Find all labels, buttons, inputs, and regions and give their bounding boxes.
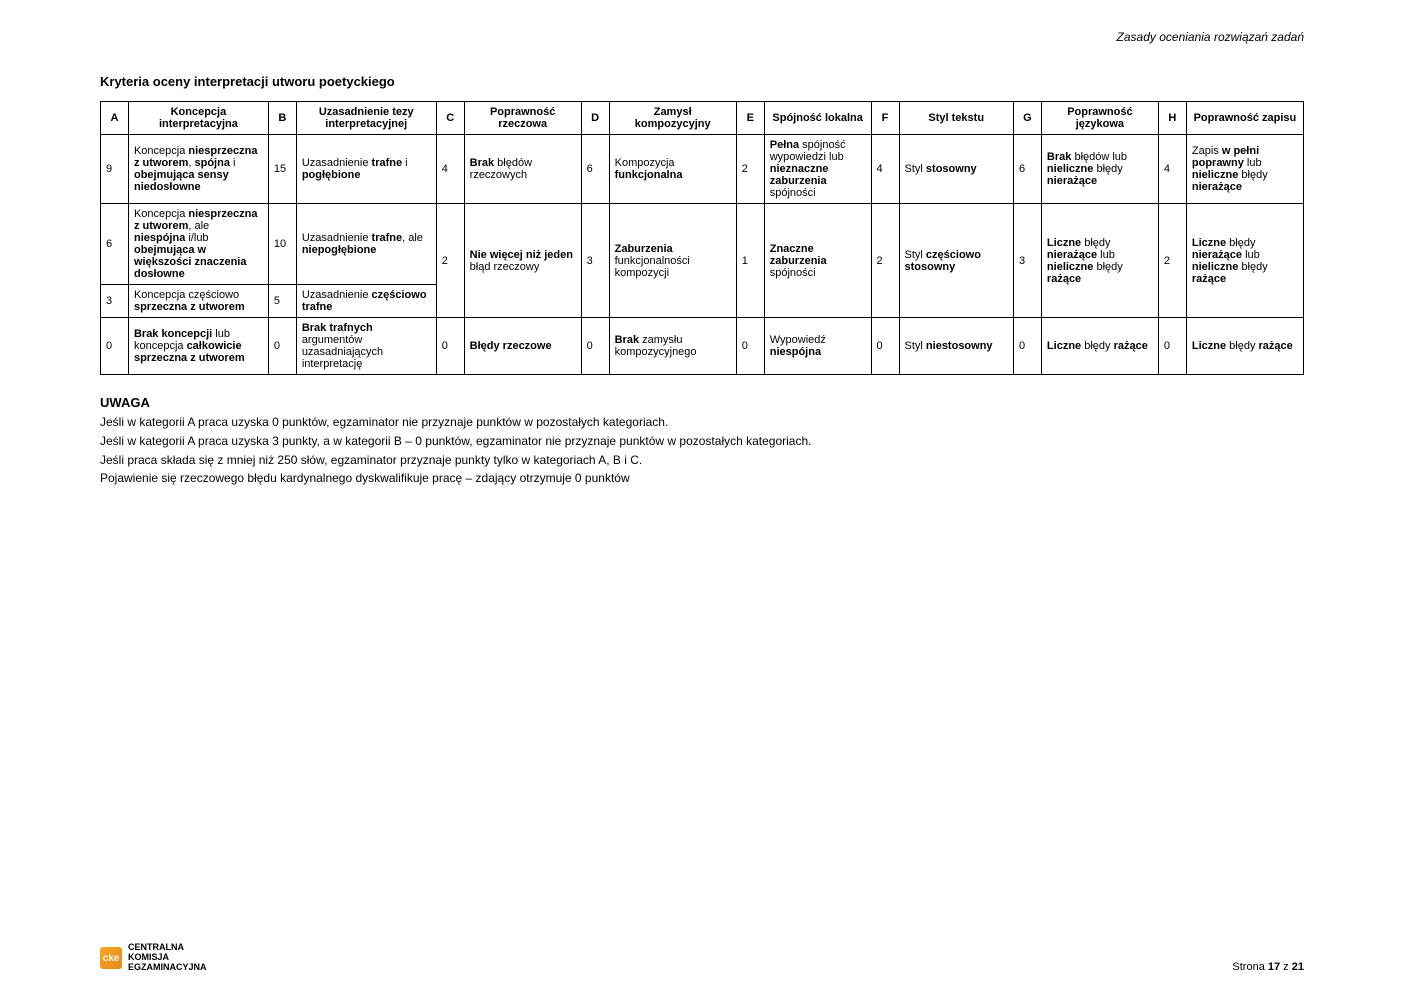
cell-pts: 6: [1013, 135, 1041, 204]
cell-pts: 0: [436, 318, 464, 375]
cell-pts: 0: [268, 318, 296, 375]
cell-desc: Koncepcja częściowo sprzeczna z utworem: [128, 285, 268, 318]
cell-desc: Brak zamysłu kompozycyjnego: [609, 318, 736, 375]
cell-desc: Liczne błędy nierażące lub nieliczne błę…: [1041, 204, 1158, 318]
cell-desc: Błędy rzeczowe: [464, 318, 581, 375]
cell-desc: Liczne błędy nierażące lub nieliczne błę…: [1186, 204, 1303, 318]
cell-desc: Liczne błędy rażące: [1041, 318, 1158, 375]
cell-desc: Pełna spójność wypowiedzi lub nieznaczne…: [764, 135, 871, 204]
cell-pts: 0: [1013, 318, 1041, 375]
cell-desc: Wypowiedź niespójna: [764, 318, 871, 375]
cell-pts: 0: [581, 318, 609, 375]
col-C-label: Poprawność rzeczowa: [464, 102, 581, 135]
header-right: Zasady oceniania rozwiązań zadań: [100, 30, 1304, 44]
rubric-table: A Koncepcja interpretacyjna B Uzasadnien…: [100, 101, 1304, 375]
uwaga-line: Jeśli w kategorii A praca uzyska 0 punkt…: [100, 414, 1304, 431]
cell-desc: Brak błędów lub nieliczne błędy nierażąc…: [1041, 135, 1158, 204]
col-H: H: [1158, 102, 1186, 135]
footer: cke CENTRALNA KOMISJA EGZAMINACYJNA Stro…: [100, 943, 1304, 973]
cell-desc: Koncepcja niesprzeczna z utworem, spójna…: [128, 135, 268, 204]
header-row: A Koncepcja interpretacyjna B Uzasadnien…: [101, 102, 1304, 135]
cell-pts: 4: [871, 135, 899, 204]
logo: cke CENTRALNA KOMISJA EGZAMINACYJNA: [100, 943, 207, 973]
document-title: Kryteria oceny interpretacji utworu poet…: [100, 74, 1304, 89]
cell-pts: 3: [581, 204, 609, 318]
table-row: 0 Brak koncepcji lub koncepcja całkowici…: [101, 318, 1304, 375]
uwaga-line: Jeśli w kategorii A praca uzyska 3 punkt…: [100, 433, 1304, 450]
cell-desc: Znaczne zaburzenia spójności: [764, 204, 871, 318]
col-G: G: [1013, 102, 1041, 135]
uwaga-heading: UWAGA: [100, 395, 1304, 410]
cell-desc: Brak koncepcji lub koncepcja całkowicie …: [128, 318, 268, 375]
col-A: A: [101, 102, 129, 135]
col-D-label: Zamysł kompozycyjny: [609, 102, 736, 135]
cell-pts: 3: [1013, 204, 1041, 318]
cell-desc: Uzasadnienie trafne i pogłębione: [296, 135, 436, 204]
cell-pts: 3: [101, 285, 129, 318]
col-D: D: [581, 102, 609, 135]
cell-pts: 9: [101, 135, 129, 204]
cell-desc: Styl częściowo stosowny: [899, 204, 1013, 318]
cell-desc: Nie więcej niż jeden błąd rzeczowy: [464, 204, 581, 318]
logo-text: CENTRALNA KOMISJA EGZAMINACYJNA: [128, 943, 207, 973]
cell-desc: Brak trafnych argumentów uzasadniających…: [296, 318, 436, 375]
uwaga-line: Pojawienie się rzeczowego błędu kardynal…: [100, 470, 1304, 487]
cell-pts: 0: [736, 318, 764, 375]
cell-desc: Uzasadnienie częściowo trafne: [296, 285, 436, 318]
cell-desc: Styl stosowny: [899, 135, 1013, 204]
cell-pts: 6: [581, 135, 609, 204]
cell-pts: 10: [268, 204, 296, 285]
cell-desc: Zapis w pełni poprawny lub nieliczne błę…: [1186, 135, 1303, 204]
col-E-label: Spójność lokalna: [764, 102, 871, 135]
cell-pts: 4: [436, 135, 464, 204]
cell-desc: Brak błędów rzeczowych: [464, 135, 581, 204]
cell-desc: Styl niestosowny: [899, 318, 1013, 375]
cell-pts: 1: [736, 204, 764, 318]
page-number: Strona 17 z 21: [1232, 961, 1304, 973]
col-F-label: Styl tekstu: [899, 102, 1013, 135]
page: Zasady oceniania rozwiązań zadań Kryteri…: [0, 0, 1404, 993]
cell-pts: 0: [871, 318, 899, 375]
col-C: C: [436, 102, 464, 135]
col-E: E: [736, 102, 764, 135]
col-B-label: Uzasadnienie tezy interpretacyjnej: [296, 102, 436, 135]
cell-pts: 15: [268, 135, 296, 204]
cell-desc: Zaburzenia funkcjonalności kompozycji: [609, 204, 736, 318]
col-F: F: [871, 102, 899, 135]
cell-pts: 6: [101, 204, 129, 285]
col-G-label: Poprawność językowa: [1041, 102, 1158, 135]
cell-desc: Koncepcja niesprzeczna z utworem, ale ni…: [128, 204, 268, 285]
col-A-label: Koncepcja interpretacyjna: [128, 102, 268, 135]
cell-pts: 5: [268, 285, 296, 318]
table-row: 6 Koncepcja niesprzeczna z utworem, ale …: [101, 204, 1304, 285]
cell-pts: 0: [1158, 318, 1186, 375]
cell-pts: 2: [436, 204, 464, 318]
col-H-label: Poprawność zapisu: [1186, 102, 1303, 135]
cell-pts: 0: [101, 318, 129, 375]
cell-desc: Liczne błędy rażące: [1186, 318, 1303, 375]
cell-pts: 4: [1158, 135, 1186, 204]
table-row: 9 Koncepcja niesprzeczna z utworem, spój…: [101, 135, 1304, 204]
cell-pts: 2: [871, 204, 899, 318]
cell-pts: 2: [1158, 204, 1186, 318]
cell-pts: 2: [736, 135, 764, 204]
logo-icon: cke: [100, 947, 122, 969]
col-B: B: [268, 102, 296, 135]
cell-desc: Kompozycja funkcjonalna: [609, 135, 736, 204]
cell-desc: Uzasadnienie trafne, ale niepogłębione: [296, 204, 436, 285]
uwaga-line: Jeśli praca składa się z mniej niż 250 s…: [100, 452, 1304, 469]
